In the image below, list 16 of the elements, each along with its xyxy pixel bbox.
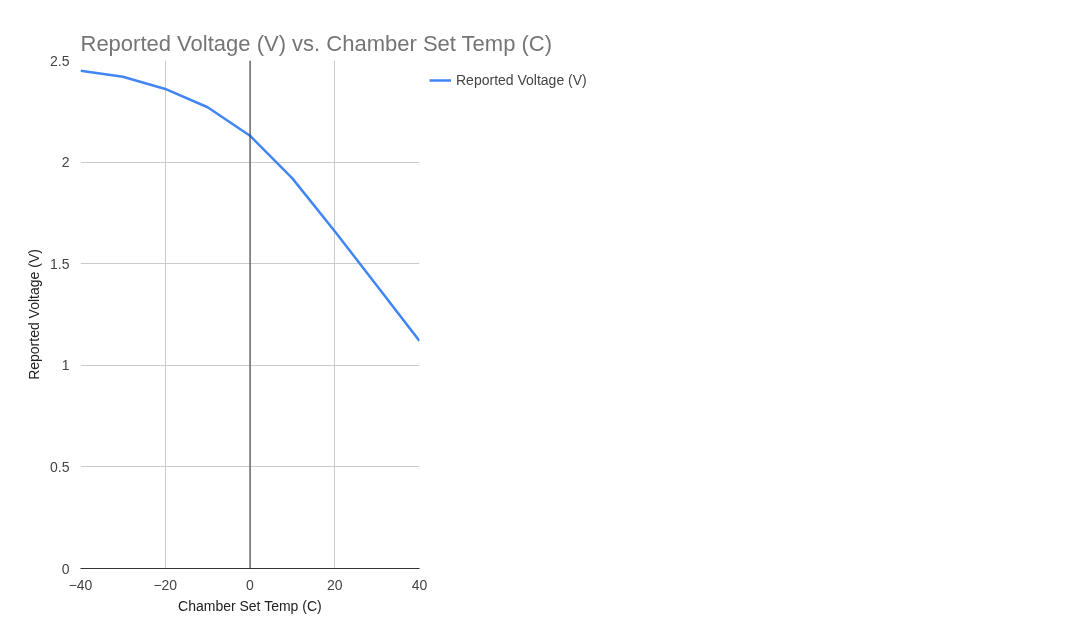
- x-tick-label: 20: [326, 576, 343, 593]
- x-tick-label: −40: [68, 576, 93, 593]
- chart-title: Reported Voltage (V) vs. Chamber Set Temp (C): [80, 30, 553, 56]
- line-series: [80, 69, 420, 343]
- y-tick-label: 1.5: [50, 255, 70, 272]
- y-tick-label: 1: [61, 357, 70, 374]
- x-axis-title: Chamber Set Temp (C): [178, 597, 322, 614]
- y-tick-label: 2: [61, 154, 70, 171]
- legend-label: Reported Voltage (V): [456, 72, 587, 88]
- x-tick-label: 0: [246, 576, 255, 593]
- x-tick-label: −20: [153, 576, 178, 593]
- y-axis-title: Reported Voltage (V): [26, 249, 43, 380]
- y-tick-label: 0: [61, 560, 70, 577]
- y-tick-label: 0.5: [50, 458, 70, 475]
- y-tick-label: 2.5: [50, 52, 70, 69]
- x-tick-label: 40: [411, 576, 428, 593]
